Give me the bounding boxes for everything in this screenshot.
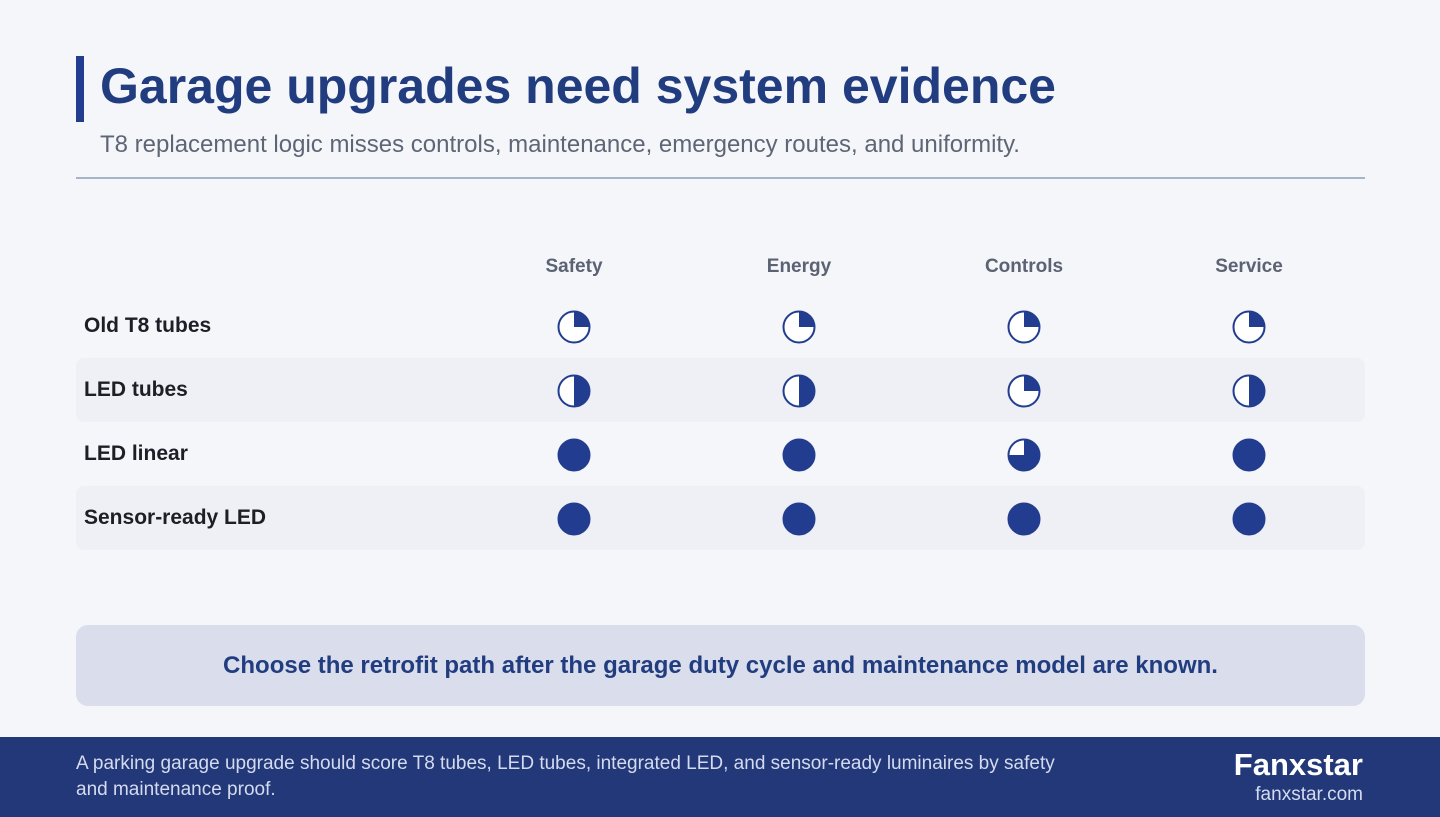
header-divider (76, 177, 1365, 179)
harvey-ball-energy (782, 502, 816, 536)
harvey-ball-energy (782, 310, 816, 344)
harvey-ball-service (1232, 374, 1266, 408)
harvey-ball-safety (557, 374, 591, 408)
harvey-ball-safety (557, 310, 591, 344)
brand-url: fanxstar.com (1255, 784, 1363, 805)
page-subtitle: T8 replacement logic misses controls, ma… (100, 131, 1020, 158)
evidence-matrix: Safety Energy Controls Service Old T8 tubes… (76, 244, 1365, 550)
harvey-ball-controls (1007, 310, 1041, 344)
callout-text: Choose the retrofit path after the garag… (223, 651, 1218, 679)
footer-text: A parking garage upgrade should score T8… (76, 753, 1055, 800)
harvey-ball-controls (1007, 502, 1041, 536)
matrix-row: LED linear (76, 422, 1365, 486)
brand-name: Fanxstar (1233, 747, 1363, 782)
matrix-row: LED tubes (76, 358, 1365, 422)
harvey-ball-service (1232, 310, 1266, 344)
harvey-ball-controls (1007, 438, 1041, 472)
column-header-controls: Controls (984, 256, 1064, 277)
column-header-energy: Energy (766, 256, 832, 277)
page-title: Garage upgrades need system evidence (100, 58, 1056, 114)
column-header-service: Service (1215, 256, 1283, 277)
harvey-ball-energy (782, 438, 816, 472)
matrix-rows: Old T8 tubes LED tubes LED linear Sensor-re… (76, 294, 1365, 550)
row-label: LED linear (84, 442, 188, 465)
row-label: Sensor-ready LED (84, 506, 267, 529)
column-headers: Safety Energy Controls Service (76, 244, 1365, 294)
row-label: Old T8 tubes (84, 314, 212, 337)
harvey-ball-safety (557, 502, 591, 536)
harvey-ball-safety (557, 438, 591, 472)
column-header-safety: Safety (545, 256, 603, 277)
harvey-ball-service (1232, 502, 1266, 536)
harvey-ball-controls (1007, 374, 1041, 408)
row-label: LED tubes (84, 378, 188, 401)
title-accent-bar (76, 56, 84, 122)
matrix-row: Old T8 tubes (76, 294, 1365, 358)
matrix-row: Sensor-ready LED (76, 486, 1365, 550)
harvey-ball-service (1232, 438, 1266, 472)
footer: A parking garage upgrade should score T8… (0, 737, 1440, 817)
harvey-ball-energy (782, 374, 816, 408)
callout-box: Choose the retrofit path after the garag… (76, 625, 1365, 706)
